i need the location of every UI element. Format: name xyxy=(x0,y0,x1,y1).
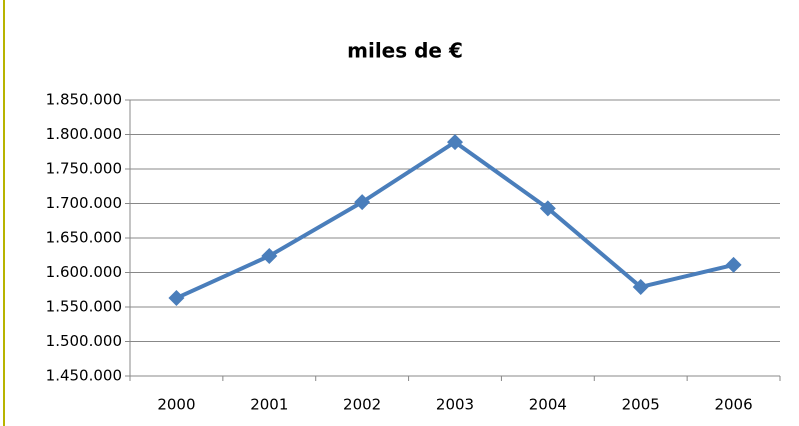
y-tick-label: 1.600.000 xyxy=(46,263,122,281)
y-tick-label: 1.650.000 xyxy=(46,229,122,247)
point-marker xyxy=(539,200,556,217)
y-tick-label: 1.550.000 xyxy=(46,298,122,316)
x-tick-label: 2001 xyxy=(250,396,288,414)
chart-title: miles de € xyxy=(347,39,463,63)
y-tick-label: 1.700.000 xyxy=(46,194,122,212)
x-tick-label: 2000 xyxy=(157,396,195,414)
point-marker xyxy=(725,256,742,273)
y-tick-label: 1.750.000 xyxy=(46,160,122,178)
y-tick-label: 1.800.000 xyxy=(46,125,122,143)
point-marker xyxy=(261,247,278,264)
x-tick-label: 2006 xyxy=(714,396,752,414)
y-tick-label: 1.450.000 xyxy=(46,367,122,385)
x-tick-label: 2003 xyxy=(436,396,474,414)
point-marker xyxy=(354,194,371,211)
y-tick-label: 1.850.000 xyxy=(46,91,122,109)
x-tick-label: 2004 xyxy=(529,396,567,414)
point-marker xyxy=(168,290,185,307)
x-tick-label: 2005 xyxy=(622,396,660,414)
point-marker xyxy=(632,278,649,295)
point-marker xyxy=(447,134,463,151)
y-tick-label: 1.500.000 xyxy=(46,332,122,350)
x-tick-label: 2002 xyxy=(343,396,381,414)
